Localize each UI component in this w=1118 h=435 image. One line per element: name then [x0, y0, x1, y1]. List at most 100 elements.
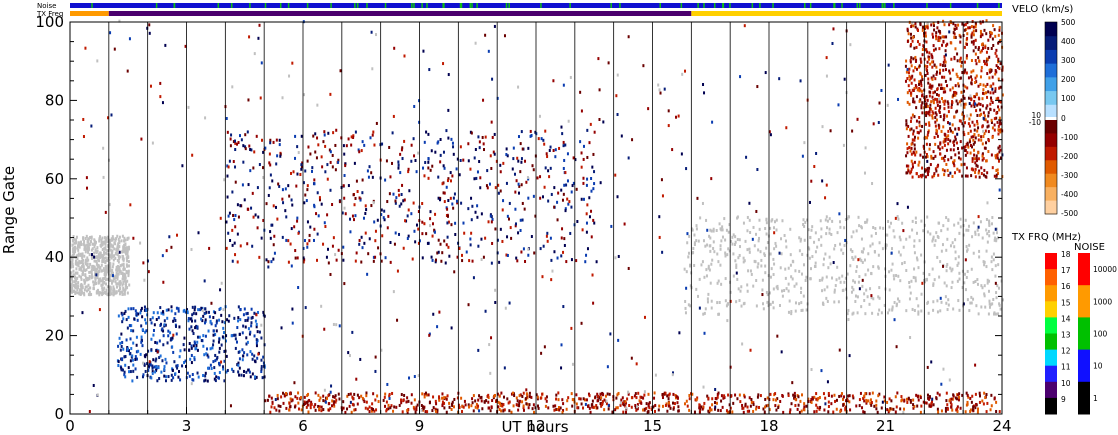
echo-cell — [956, 52, 959, 56]
echo-cell — [983, 292, 986, 296]
echo-cell — [337, 158, 340, 162]
echo-cell — [410, 212, 413, 216]
echo-cell — [164, 323, 167, 327]
echo-cell — [370, 409, 373, 413]
echo-cell — [364, 211, 367, 215]
echo-cell — [844, 405, 847, 409]
echo-cell — [374, 398, 377, 402]
echo-cell — [784, 276, 787, 280]
echo-cell — [117, 289, 120, 293]
echo-cell — [991, 216, 994, 220]
echo-cell — [913, 86, 916, 90]
echo-cell — [974, 80, 977, 84]
echo-cell — [306, 188, 309, 192]
echo-cell — [949, 401, 952, 405]
echo-cell — [970, 104, 973, 108]
echo-cell — [386, 226, 389, 230]
echo-cell — [913, 143, 916, 147]
echo-cell — [104, 278, 107, 282]
echo-cell — [924, 169, 927, 173]
echo-cell — [388, 192, 391, 196]
echo-cell — [83, 247, 86, 251]
echo-cell — [890, 251, 893, 255]
echo-cell — [443, 200, 446, 204]
echo-cell — [101, 277, 104, 281]
echo-cell — [774, 398, 777, 402]
echo-cell — [982, 134, 985, 138]
echo-cell — [223, 321, 226, 325]
echo-cell — [925, 114, 928, 118]
echo-cell — [982, 83, 985, 87]
echo-cell — [190, 382, 193, 386]
echo-cell — [976, 119, 979, 123]
echo-cell — [591, 165, 594, 169]
echo-cell — [361, 246, 364, 250]
echo-cell — [716, 395, 719, 399]
echo-cell — [345, 144, 348, 148]
echo-cell — [748, 201, 751, 205]
echo-cell — [115, 252, 118, 256]
echo-cell — [982, 116, 985, 120]
echo-cell — [250, 206, 253, 210]
echo-cell — [899, 253, 902, 257]
echo-cell — [331, 153, 334, 157]
echo-cell — [934, 47, 937, 51]
echo-cell — [427, 393, 430, 397]
echo-cell — [474, 399, 477, 403]
echo-cell — [778, 77, 781, 81]
echo-cell — [467, 403, 470, 407]
echo-cell — [653, 409, 656, 413]
echo-cell — [914, 66, 917, 70]
echo-cell — [937, 410, 940, 414]
echo-cell — [438, 395, 441, 399]
noise-bar-tick — [384, 3, 387, 8]
echo-cell — [123, 278, 126, 282]
echo-cell — [90, 292, 93, 296]
echo-cell — [354, 214, 357, 218]
echo-cell — [351, 214, 354, 218]
noise-bar-tick — [759, 3, 761, 8]
echo-cell — [253, 150, 256, 154]
echo-cell — [627, 392, 630, 396]
echo-cell — [71, 257, 74, 261]
echo-cell — [969, 396, 972, 400]
echo-cell — [951, 123, 954, 127]
echo-cell — [436, 251, 439, 255]
echo-cell — [200, 339, 203, 343]
echo-cell — [249, 350, 252, 354]
echo-cell — [106, 285, 109, 289]
echo-cell — [589, 410, 592, 414]
echo-cell — [477, 398, 480, 402]
echo-cell — [84, 260, 87, 264]
echo-cell — [191, 305, 194, 309]
echo-cell — [132, 307, 135, 311]
echo-cell — [995, 296, 998, 300]
echo-cell — [822, 301, 825, 305]
echo-cell — [172, 350, 175, 354]
echo-cell — [425, 232, 428, 236]
echo-cell — [72, 289, 75, 293]
echo-cell — [932, 48, 935, 52]
echo-cell — [471, 401, 474, 405]
echo-cell — [431, 222, 434, 226]
echo-cell — [847, 308, 850, 312]
echo-cell — [70, 277, 73, 281]
echo-cell — [997, 105, 1000, 109]
echo-cell — [776, 397, 779, 401]
echo-cell — [743, 395, 746, 399]
echo-cell — [910, 76, 913, 80]
echo-cell — [915, 106, 918, 110]
echo-cell — [407, 407, 410, 411]
echo-cell — [245, 370, 248, 374]
echo-cell — [262, 166, 265, 170]
echo-cell — [78, 291, 81, 295]
echo-cell — [79, 252, 82, 256]
echo-cell — [467, 142, 470, 146]
echo-cell — [85, 278, 88, 282]
echo-cell — [856, 295, 859, 299]
echo-cell — [520, 183, 523, 187]
echo-cell — [815, 403, 818, 407]
echo-cell — [118, 257, 121, 261]
echo-cell — [769, 226, 772, 230]
echo-cell — [908, 67, 911, 71]
